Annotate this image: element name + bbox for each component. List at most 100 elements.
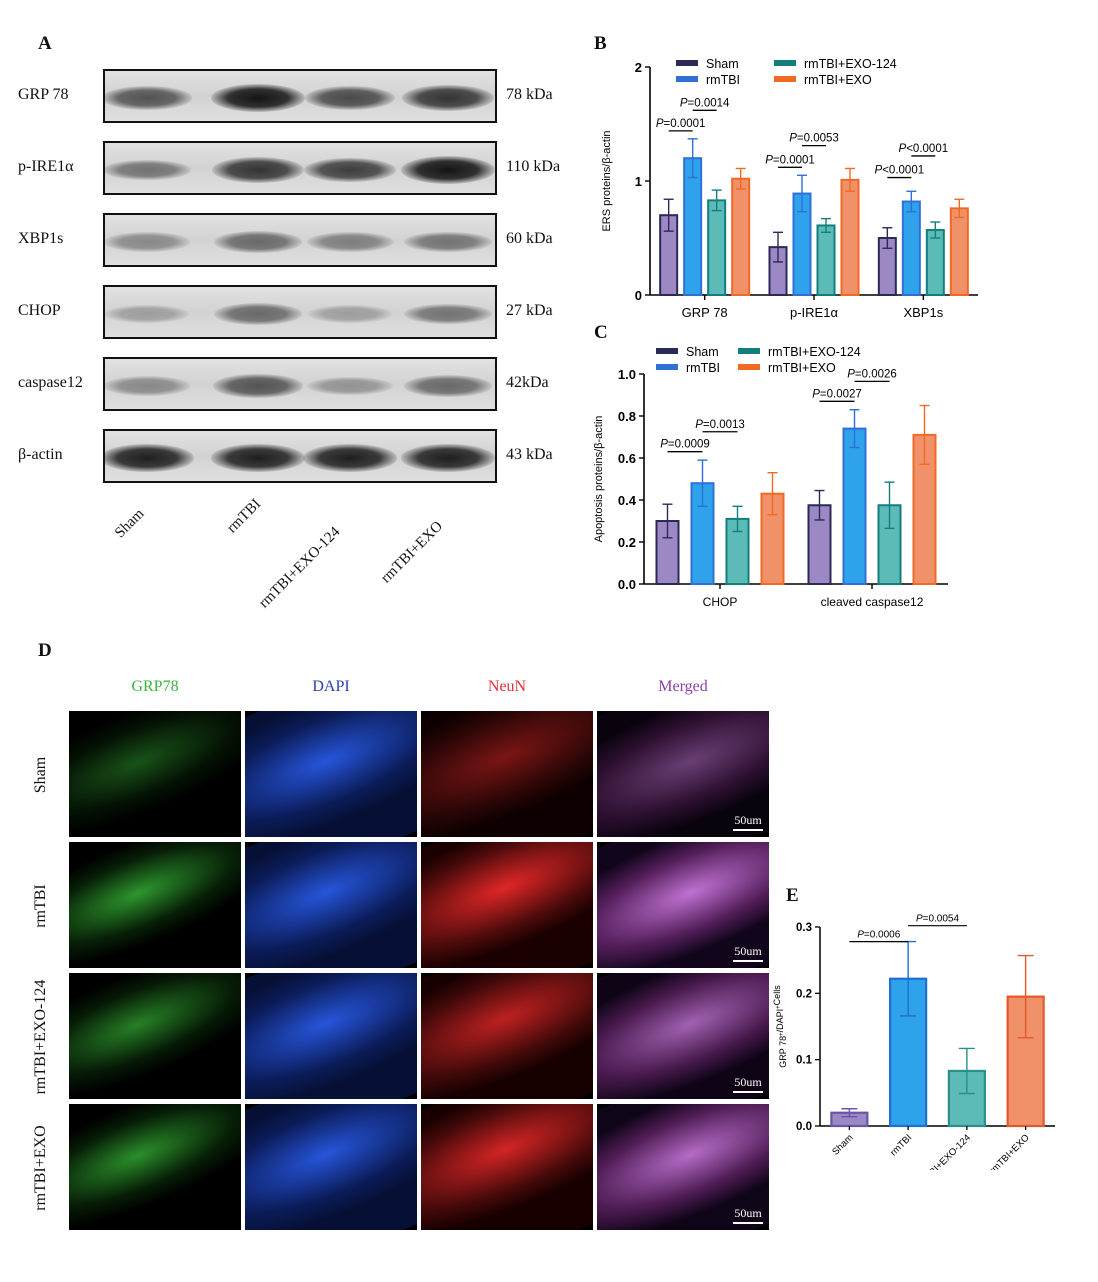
y-tick-label: 2 [635, 60, 642, 75]
p-value-label: P=0.0013 [695, 419, 745, 431]
p-value-label: P=0.0009 [660, 439, 710, 451]
scale-bar-label: 50um [734, 944, 762, 958]
p-value-label: P=0.0006 [857, 930, 901, 941]
p-value-label: P=0.0027 [812, 388, 862, 400]
micrograph-signal [421, 842, 593, 968]
bar [816, 224, 836, 297]
blot-row-label: p-IRE1α [18, 158, 74, 175]
bar [901, 200, 921, 297]
x-tick-label: rmTBI+EXO [988, 1132, 1032, 1170]
scale-bar: 50um [733, 1075, 763, 1093]
x-tick-label: rmTBI+EXO-124 [915, 1132, 973, 1170]
blot-band [401, 444, 495, 472]
micrograph-tile [69, 842, 241, 968]
p-value-label: P=0.0054 [916, 914, 960, 925]
legend-swatch [774, 76, 796, 82]
x-tick-label: Sham [830, 1132, 855, 1157]
scale-bar: 50um [733, 1206, 763, 1224]
blot-band [105, 159, 191, 181]
x-tick-label: cleaved caspase12 [821, 595, 924, 609]
blot-band [307, 305, 393, 323]
bar [731, 177, 751, 296]
legend-swatch [738, 364, 760, 370]
micrograph-signal [421, 711, 593, 837]
bar [840, 178, 860, 296]
scale-bar-line [733, 960, 763, 962]
y-tick-label: 0.0 [618, 577, 636, 592]
micro-column-title: NeuN [487, 678, 527, 695]
legend-swatch [676, 60, 698, 66]
panel-letter-a: A [38, 33, 52, 54]
y-tick-label: 0.2 [618, 535, 636, 550]
micrograph-tile: 50um [597, 842, 769, 968]
micrograph-tile [245, 842, 417, 968]
micrograph-tile: 50um [597, 1104, 769, 1230]
p-value-label: P<0.0001 [875, 165, 925, 177]
micro-column-title: Merged [658, 678, 708, 695]
micrograph-signal [69, 973, 241, 1099]
legend-swatch [774, 60, 796, 66]
micrograph-signal [245, 973, 417, 1099]
legend-label: Sham [686, 345, 719, 359]
micrograph-signal [69, 842, 241, 968]
p-value-label: P<0.0001 [899, 143, 949, 155]
blot-band [404, 303, 492, 325]
blot-band [307, 376, 393, 396]
bar [925, 229, 945, 297]
y-tick-label: 0.2 [796, 988, 812, 1000]
scale-bar-line [733, 1091, 763, 1093]
blot-row-label: XBP1s [18, 230, 64, 247]
legend-swatch [656, 364, 678, 370]
blot-band [213, 231, 303, 253]
p-value-label: P=0.0001 [656, 118, 706, 130]
scale-bar-line [733, 829, 763, 831]
blot-lane-label: rmTBI+EXO-124 [256, 523, 344, 612]
panel-letter-d: D [38, 640, 52, 661]
x-tick-label: CHOP [703, 595, 738, 609]
y-tick-label: 0.0 [796, 1121, 812, 1133]
x-tick-label: XBP1s [903, 305, 943, 320]
micrograph-signal [421, 1104, 593, 1230]
y-tick-label: 0.3 [796, 922, 812, 934]
blot-row-kda: 27 kDa [506, 302, 553, 319]
micro-column-title: GRP78 [131, 678, 179, 695]
blot-row-kda: 43 kDa [506, 446, 553, 463]
legend-label: rmTBI+EXO [804, 73, 872, 87]
micrograph-tile [69, 1104, 241, 1230]
micrograph-signal [245, 842, 417, 968]
scale-bar: 50um [733, 944, 763, 962]
chart-b-ers-proteins: 0 1 2 ERS proteins/β-actin GRP 78 p-IRE1α XBP1… [601, 57, 978, 320]
blot-row-kda: 110 kDa [506, 158, 561, 175]
bar [842, 427, 867, 585]
blot-band [401, 156, 495, 184]
blot-band [403, 375, 493, 397]
blot-band [303, 444, 397, 472]
blot-strip [103, 141, 497, 195]
y-tick-label: 0.6 [618, 451, 636, 466]
x-tick-label: GRP 78 [682, 305, 728, 320]
micrograph-signal [421, 973, 593, 1099]
blot-strip [103, 213, 497, 267]
scale-bar-line [733, 1222, 763, 1224]
micro-column-title: DAPI [312, 678, 350, 695]
y-tick-label: 1.0 [618, 367, 636, 382]
y-tick-label: 0 [635, 288, 642, 303]
micrograph-tile [421, 973, 593, 1099]
micrograph-tile [245, 973, 417, 1099]
bar [683, 157, 703, 296]
blot-strip [103, 357, 497, 411]
blot-band [402, 85, 494, 111]
micrograph-tile [245, 711, 417, 837]
y-tick-label: 0.4 [618, 493, 637, 508]
bar [707, 199, 727, 297]
micrograph-tile [69, 973, 241, 1099]
p-value-label: P=0.0014 [680, 97, 730, 109]
panel-letter-c: C [594, 322, 608, 343]
chart-c-apoptosis-proteins: 0.0 0.2 0.4 0.6 0.8 1.0 Apoptosis proteins/β-a… [593, 345, 948, 609]
bar [949, 207, 969, 296]
micro-row-label: Sham [32, 756, 49, 794]
micro-row-label: rmTBI+EXO [32, 1125, 49, 1211]
legend-swatch [738, 348, 760, 354]
micrograph-tile [69, 711, 241, 837]
